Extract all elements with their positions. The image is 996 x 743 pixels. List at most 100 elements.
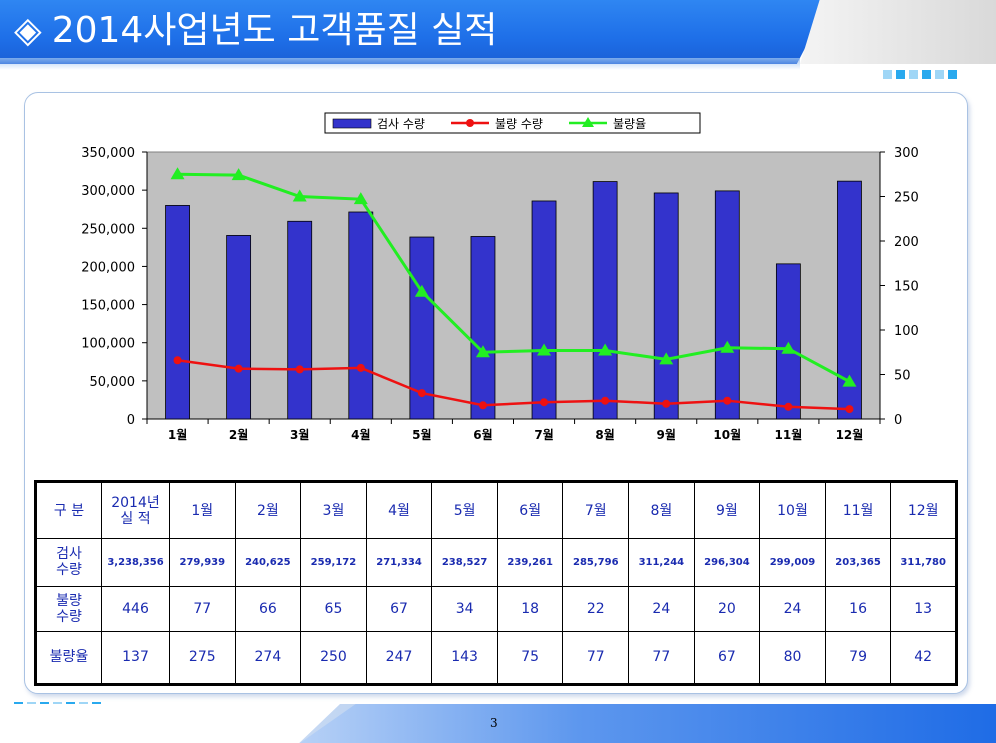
table-cell: 79 xyxy=(824,630,892,686)
table-header-cell: 2월 xyxy=(234,480,302,540)
table-cell: 80 xyxy=(759,630,826,686)
table-header-cell: 9월 xyxy=(693,480,761,540)
table-cell: 24 xyxy=(628,585,695,632)
point-defect-rate xyxy=(231,168,246,181)
y-right-tick-label: 0 xyxy=(894,413,902,428)
point-defect-rate xyxy=(170,167,185,180)
y-left-tick-label: 150,000 xyxy=(81,299,135,314)
table-cell: 67 xyxy=(365,585,433,632)
slide-header: ◈ 2014사업년도 고객품질 실적 xyxy=(0,0,996,88)
bar-inspection-qty xyxy=(348,211,374,420)
table-header-cell: 10월 xyxy=(759,480,826,540)
x-tick-label: 8월 xyxy=(595,427,614,442)
table-cell: 274 xyxy=(234,630,302,686)
table-header-cell: 구 분 xyxy=(35,480,102,540)
page-number: 3 xyxy=(490,716,498,730)
table-cell: 20 xyxy=(693,585,761,632)
table-cell: 77 xyxy=(169,585,236,632)
table-cell: 34 xyxy=(431,585,498,632)
table-row: 불량 수량 446 77 66 65 67 34 18 22 24 20 24 16 13 xyxy=(35,585,957,632)
table-cell: 24 xyxy=(759,585,826,632)
data-table: 구 분 2014년 실 적 1월 2월 3월 4월 5월 6월 7월 8월 9월 10월 11월 12월 검사… xyxy=(34,480,958,686)
y-right-tick-label: 200 xyxy=(894,235,919,250)
point-defect-rate xyxy=(720,340,735,353)
point-defect-qty xyxy=(173,356,182,365)
point-defect-rate xyxy=(414,284,429,297)
point-defect-qty xyxy=(845,405,854,414)
point-defect-rate xyxy=(353,192,368,205)
y-left-tick-label: 100,000 xyxy=(81,337,135,352)
table-row-label: 불량 수량 xyxy=(35,585,102,632)
table-cell: 279,939 xyxy=(169,538,236,587)
combo-chart: 0 50,000 100,000 150,000 200,000 250,000 300,0… xyxy=(81,112,919,442)
y-left-tick-label: 250,000 xyxy=(81,222,135,237)
point-defect-rate xyxy=(475,345,490,358)
page-title-text: 2014사업년도 고객품질 실적 xyxy=(51,10,498,51)
legend-label: 검사 수량 xyxy=(377,117,425,131)
line-defect-rate xyxy=(177,172,851,383)
table-cell: 259,172 xyxy=(300,538,367,587)
table-cell: 285,796 xyxy=(562,538,630,587)
point-defect-qty xyxy=(662,399,671,408)
decorative-squares-top xyxy=(883,70,957,79)
x-tick-label: 6월 xyxy=(473,427,492,442)
bar-inspection-qty xyxy=(226,235,252,420)
table-header-cell: 7월 xyxy=(562,480,630,540)
point-defect-rate xyxy=(598,343,613,356)
table-row-label: 불량율 xyxy=(35,630,102,686)
y-left-tick-label: 350,000 xyxy=(81,146,135,161)
x-tick-label: 9월 xyxy=(657,427,676,442)
table-row: 불량율 137 275 274 250 247 143 75 77 77 67 80 79 42 xyxy=(35,630,957,686)
table-cell: 22 xyxy=(562,585,630,632)
point-defect-qty xyxy=(417,389,426,398)
bar-inspection-qty xyxy=(775,263,801,420)
x-tick-label: 2월 xyxy=(229,427,248,442)
table-cell: 247 xyxy=(365,630,433,686)
table-cell: 250 xyxy=(300,630,367,686)
point-defect-qty xyxy=(478,401,487,410)
table-header-cell: 5월 xyxy=(431,480,498,540)
legend-marker xyxy=(466,119,474,127)
table-cell: 296,304 xyxy=(693,538,761,587)
table-cell: 67 xyxy=(693,630,761,686)
table-cell: 77 xyxy=(628,630,695,686)
y-right-tick-label: 150 xyxy=(894,280,919,295)
point-defect-rate xyxy=(781,341,796,354)
table-cell: 65 xyxy=(300,585,367,632)
x-tick-label: 11월 xyxy=(775,427,803,442)
table-cell: 203,365 xyxy=(824,538,892,587)
legend-swatch-bar xyxy=(332,118,372,129)
bar-inspection-qty xyxy=(653,192,679,420)
table-header-cell: 3월 xyxy=(300,480,367,540)
bar-inspection-qty xyxy=(531,200,557,420)
table-header-cell: 8월 xyxy=(628,480,695,540)
header-grey-panel xyxy=(800,0,996,64)
table-row-label: 검사 수량 xyxy=(35,538,102,587)
x-tick-label: 4월 xyxy=(351,427,370,442)
table-header-cell: 4월 xyxy=(365,480,433,540)
point-defect-qty xyxy=(295,365,304,374)
table-cell: 271,334 xyxy=(365,538,433,587)
point-defect-rate xyxy=(659,352,674,365)
point-defect-rate xyxy=(292,189,307,202)
table-cell: 238,527 xyxy=(431,538,498,587)
plot-area xyxy=(146,151,881,420)
x-tick-label: 7월 xyxy=(534,427,553,442)
table-cell: 311,780 xyxy=(890,538,957,587)
x-tick-label: 12월 xyxy=(836,427,864,442)
point-defect-qty xyxy=(784,402,793,411)
table-row: 검사 수량 3,238,356 279,939 240,625 259,172 271,33… xyxy=(35,538,957,587)
table-header-cell: 11월 xyxy=(824,480,892,540)
point-defect-qty xyxy=(234,364,243,373)
table-cell: 77 xyxy=(562,630,630,686)
y-right-tick-label: 100 xyxy=(894,324,919,339)
y-right-tick-label: 250 xyxy=(894,191,919,206)
y-left-tick-label: 300,000 xyxy=(81,184,135,199)
bar-inspection-qty xyxy=(287,220,313,420)
y-left-tick-label: 0 xyxy=(127,413,135,428)
table-cell: 239,261 xyxy=(496,538,564,587)
table-header-row: 구 분 2014년 실 적 1월 2월 3월 4월 5월 6월 7월 8월 9월 10월 11월 12월 xyxy=(35,480,957,540)
table-cell: 143 xyxy=(431,630,498,686)
table-cell: 446 xyxy=(101,585,170,632)
x-tick-label: 5월 xyxy=(412,427,431,442)
